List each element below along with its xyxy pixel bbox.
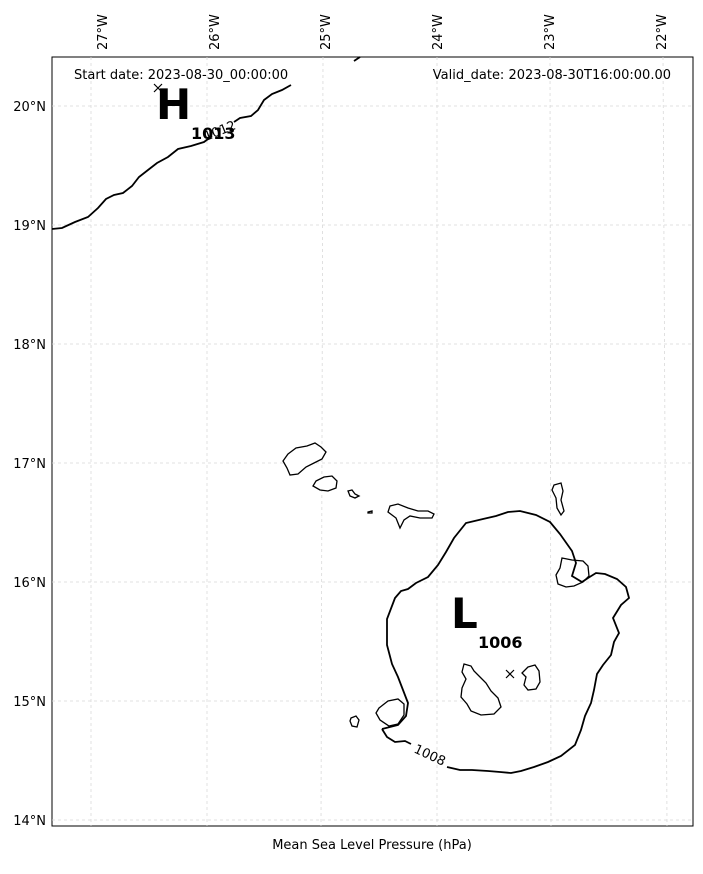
low-center-marker: [505, 669, 515, 679]
lon-tick-label: 25°W: [319, 14, 334, 50]
lon-tick-label: 27°W: [96, 14, 111, 50]
lat-tick-label: 18°N: [13, 338, 46, 353]
start-date-label: Start date: 2023-08-30_00:00:00: [74, 68, 288, 83]
lat-tick-labels: 20°N 19°N 18°N 17°N 16°N 15°N 14°N: [13, 100, 46, 829]
valid-date-label: Valid_date: 2023-08-30T16:00:00.00: [433, 68, 671, 83]
island-santo-antao: [282, 442, 327, 476]
island-fogo: [375, 698, 405, 727]
lon-tick-label: 22°W: [655, 14, 670, 50]
island-sao-vicente: [312, 475, 338, 492]
island-santiago: [460, 663, 502, 716]
isobar-north-top: [353, 56, 361, 62]
lon-tick-label: 26°W: [208, 14, 223, 50]
low-center-value: 1006: [478, 633, 523, 652]
lat-tick-label: 15°N: [13, 695, 46, 710]
island-sao-nicolau: [387, 503, 435, 530]
graticule: [52, 56, 693, 827]
isobar-north: [51, 84, 292, 230]
lon-tick-label: 23°W: [543, 14, 558, 50]
lat-tick-label: 20°N: [13, 100, 46, 115]
lat-tick-label: 16°N: [13, 576, 46, 591]
island-brava: [349, 715, 360, 728]
low-pressure-center: L 1006: [451, 589, 523, 679]
island-santa-luzia: [347, 489, 361, 499]
lon-tick-label: 24°W: [431, 14, 446, 50]
map-caption: Mean Sea Level Pressure (hPa): [272, 838, 472, 853]
lat-tick-label: 14°N: [13, 814, 46, 829]
lat-tick-label: 19°N: [13, 219, 46, 234]
map-frame: [51, 56, 694, 827]
lon-tick-labels: 27°W 26°W 25°W 24°W 23°W 22°W: [96, 14, 670, 50]
high-center-value: 1013: [191, 124, 236, 143]
low-center-letter: L: [451, 589, 478, 638]
lat-tick-label: 17°N: [13, 457, 46, 472]
high-pressure-center: H 1013: [153, 80, 236, 143]
island-raso: [367, 510, 373, 514]
island-maio: [521, 664, 541, 691]
isobar-south: [381, 510, 631, 774]
high-center-letter: H: [156, 80, 191, 129]
high-center-marker: [153, 83, 163, 93]
island-sal: [551, 482, 565, 517]
